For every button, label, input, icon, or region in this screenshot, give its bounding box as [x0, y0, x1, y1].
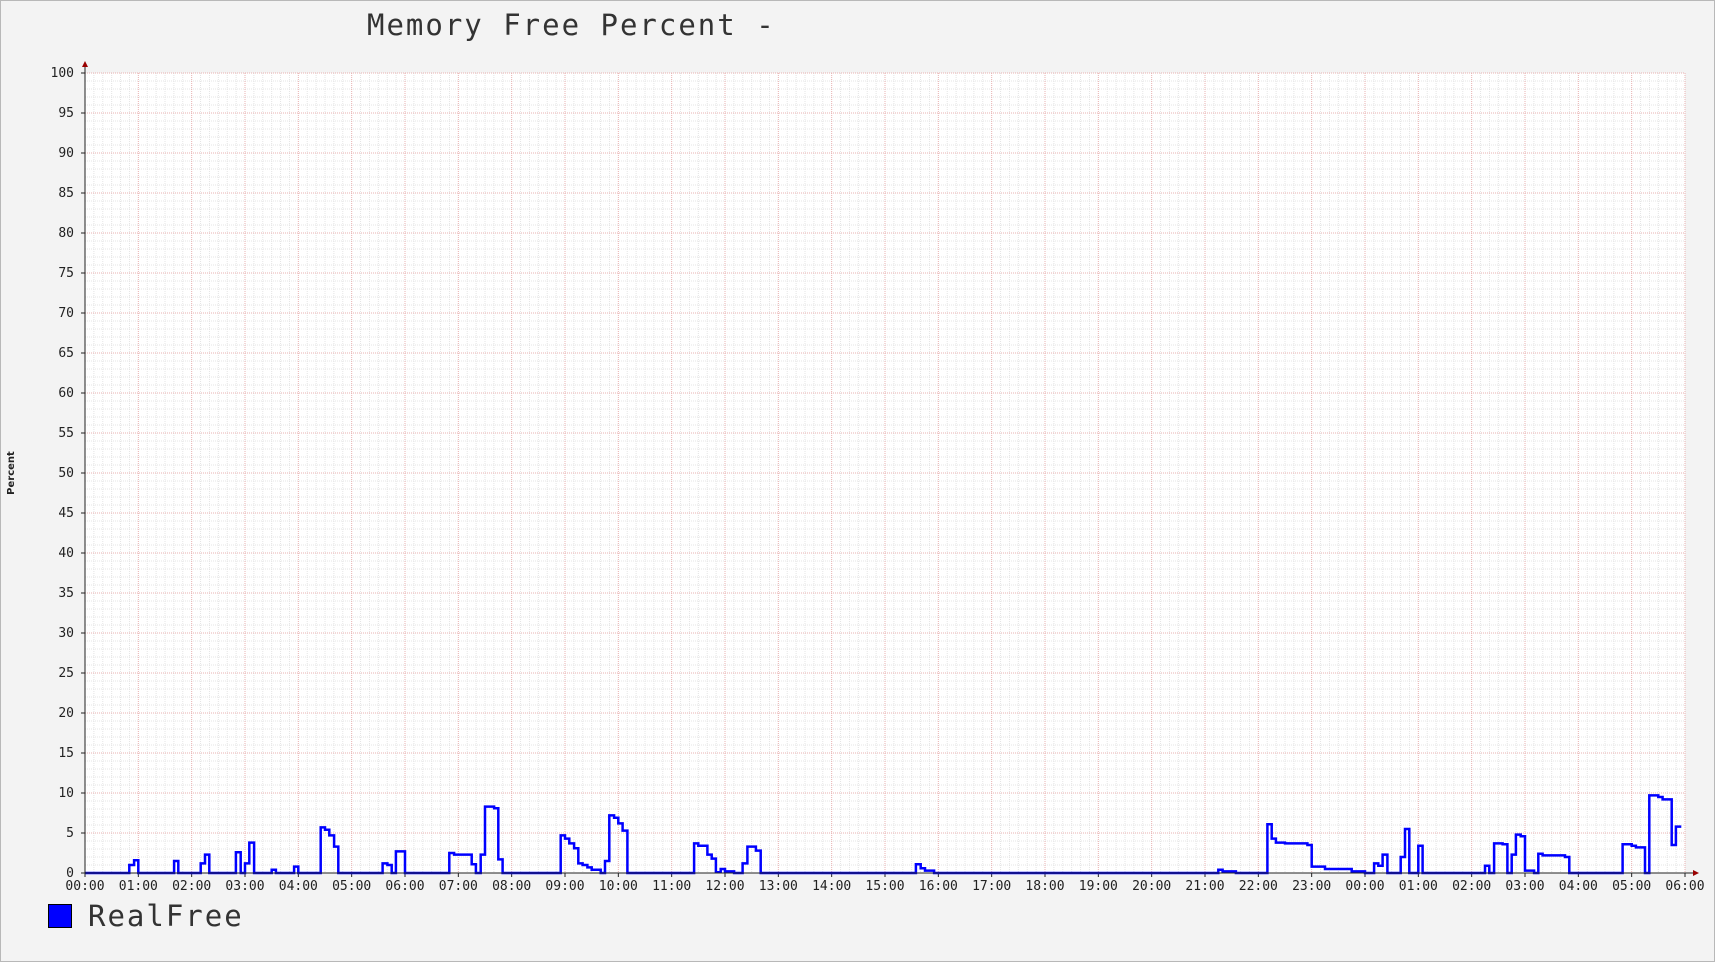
x-tick-label: 14:00 [812, 879, 851, 894]
y-tick-label: 100 [51, 66, 74, 81]
y-tick-label: 30 [58, 626, 74, 641]
x-tick-label: 05:00 [332, 879, 371, 894]
x-tick-label: 01:00 [1399, 879, 1438, 894]
y-tick-label: 15 [58, 746, 74, 761]
y-tick-label: 40 [58, 546, 74, 561]
y-tick-label: 60 [58, 386, 74, 401]
y-tick-label: 55 [58, 426, 74, 441]
y-tick-label: 35 [58, 586, 74, 601]
y-tick-label: 20 [58, 706, 74, 721]
y-tick-label: 25 [58, 666, 74, 681]
legend-label-realfree: RealFree [88, 899, 244, 933]
x-tick-label: 19:00 [1079, 879, 1118, 894]
y-axis-label: Percent [6, 451, 17, 495]
x-tick-label: 12:00 [705, 879, 744, 894]
x-tick-label: 03:00 [1505, 879, 1544, 894]
x-tick-label: 18:00 [1025, 879, 1064, 894]
y-tick-label: 70 [58, 306, 74, 321]
series-line-realfree [85, 794, 1682, 875]
x-tick-label: 05:00 [1612, 879, 1651, 894]
x-tick-label: 08:00 [492, 879, 531, 894]
x-tick-label: 10:00 [599, 879, 638, 894]
y-axis-ticks: 0 5 10 15 20 25 30 35 40 45 50 55 60 65 70 75 80 85 90 95 10… [51, 66, 85, 881]
y-tick-label: 95 [58, 106, 74, 121]
chart-title: Memory Free Percent - [367, 8, 776, 42]
x-tick-label: 09:00 [545, 879, 584, 894]
x-tick-label: 02:00 [1452, 879, 1491, 894]
x-tick-label: 03:00 [225, 879, 264, 894]
y-tick-label: 80 [58, 226, 74, 241]
y-tick-label: 85 [58, 186, 74, 201]
axes [81, 61, 1699, 877]
x-tick-label: 11:00 [652, 879, 691, 894]
y-tick-label: 45 [58, 506, 74, 521]
x-tick-label: 00:00 [1345, 879, 1384, 894]
y-tick-label: 65 [58, 346, 74, 361]
x-tick-label: 13:00 [759, 879, 798, 894]
x-tick-label: 00:00 [65, 879, 104, 894]
legend-swatch-realfree [48, 904, 72, 928]
x-tick-label: 22:00 [1239, 879, 1278, 894]
x-tick-label: 23:00 [1292, 879, 1331, 894]
legend: RealFree [48, 899, 244, 933]
x-tick-label: 02:00 [172, 879, 211, 894]
x-axis-arrow [1693, 870, 1699, 876]
y-tick-label: 50 [58, 466, 74, 481]
x-tick-label: 04:00 [1559, 879, 1598, 894]
y-tick-label: 5 [66, 826, 74, 841]
x-tick-label: 01:00 [119, 879, 158, 894]
x-tick-label: 17:00 [972, 879, 1011, 894]
y-tick-label: 0 [66, 866, 74, 881]
x-tick-label: 06:00 [1665, 879, 1704, 894]
x-tick-label: 04:00 [279, 879, 318, 894]
x-tick-label: 06:00 [385, 879, 424, 894]
y-tick-label: 10 [58, 786, 74, 801]
x-tick-label: 07:00 [439, 879, 478, 894]
series-layer [85, 794, 1682, 875]
x-tick-label: 15:00 [865, 879, 904, 894]
major-grid [85, 72, 1686, 873]
y-tick-label: 75 [58, 266, 74, 281]
x-axis-ticks: 00:00 01:00 02:00 03:00 04:00 05:00 06:00 07:00… [65, 873, 1705, 894]
y-tick-label: 90 [58, 146, 74, 161]
y-axis-arrow [82, 61, 88, 67]
x-tick-label: 16:00 [919, 879, 958, 894]
x-tick-label: 20:00 [1132, 879, 1171, 894]
x-tick-label: 21:00 [1185, 879, 1224, 894]
